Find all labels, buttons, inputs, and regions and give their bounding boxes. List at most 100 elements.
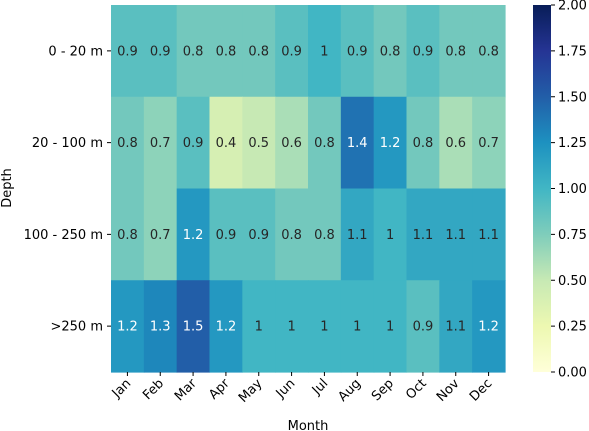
heatmap-cell bbox=[242, 188, 276, 281]
heatmap-cell bbox=[176, 5, 211, 98]
cell-value-label: 1 bbox=[287, 320, 295, 335]
heatmap-cell bbox=[439, 188, 473, 281]
cell-value-label: 1 bbox=[255, 320, 263, 335]
heatmap-cell bbox=[275, 188, 309, 281]
x-tick-label: Sep bbox=[369, 376, 397, 404]
heatmap-cell bbox=[308, 96, 342, 190]
heatmap-cell bbox=[242, 5, 276, 98]
heatmap-cell bbox=[242, 96, 276, 190]
heatmap-cell bbox=[275, 5, 309, 98]
cell-value-label: 0.8 bbox=[117, 136, 138, 151]
x-tick-label: Oct bbox=[403, 376, 430, 403]
heatmap-cell bbox=[340, 96, 375, 190]
x-tick-label: Jun bbox=[273, 376, 299, 402]
heatmap-cell bbox=[373, 188, 408, 281]
cell-value-label: 0.8 bbox=[281, 228, 302, 243]
x-tick-label: Nov bbox=[434, 376, 463, 405]
heatmap-cell bbox=[176, 188, 211, 281]
heatmap-cell bbox=[472, 280, 506, 373]
heatmap-cell bbox=[406, 5, 440, 98]
cell-value-label: 0.9 bbox=[347, 44, 368, 59]
heatmap-cell bbox=[242, 280, 276, 373]
x-tick-label: Aug bbox=[336, 376, 365, 405]
cell-value-label: 0.8 bbox=[478, 44, 499, 59]
colorbar-tick-label: 1.50 bbox=[558, 90, 587, 105]
x-axis-label: Month bbox=[288, 419, 329, 431]
heatmap-cell bbox=[472, 188, 506, 281]
cell-value-label: 1.1 bbox=[445, 228, 466, 243]
heatmap-cell bbox=[176, 96, 211, 190]
cell-value-label: 0.8 bbox=[117, 228, 138, 243]
cell-value-label: 1.2 bbox=[117, 320, 138, 335]
cell-value-label: 0.8 bbox=[216, 44, 237, 59]
x-tick-label: Mar bbox=[172, 376, 200, 404]
heatmap-cell bbox=[308, 188, 342, 281]
heatmap-cell bbox=[308, 280, 342, 373]
cell-value-label: 0.8 bbox=[380, 44, 401, 59]
y-tick-label: >250 m bbox=[50, 320, 103, 335]
y-tick-label: 0 - 20 m bbox=[48, 44, 103, 59]
x-tick-label: Jul bbox=[309, 376, 331, 398]
cell-value-label: 1.1 bbox=[478, 228, 499, 243]
heatmap-cell bbox=[439, 280, 473, 373]
heatmap-cell bbox=[209, 96, 243, 190]
heatmap-cell bbox=[308, 5, 342, 98]
cell-value-label: 1.5 bbox=[183, 320, 204, 335]
y-tick-label: 100 - 250 m bbox=[24, 228, 103, 243]
heatmap-cell bbox=[406, 96, 440, 190]
cell-value-label: 1 bbox=[320, 44, 328, 59]
heatmap-cell bbox=[472, 96, 506, 190]
cell-value-label: 1.2 bbox=[380, 136, 401, 151]
x-axis: Jan Feb Mar Apr May Jun Jul Aug Sep Oct Nov Dec bbox=[109, 372, 495, 406]
cell-value-label: 0.9 bbox=[183, 136, 204, 151]
heatmap-cell bbox=[209, 280, 243, 373]
heatmap-cell bbox=[275, 280, 309, 373]
colorbar-tick-label: 0.50 bbox=[558, 274, 587, 289]
cell-value-label: 0.9 bbox=[413, 320, 434, 335]
heatmap-cell bbox=[406, 280, 440, 373]
colorbar-tick-label: 1.00 bbox=[558, 182, 587, 197]
cell-value-label: 0.8 bbox=[183, 44, 204, 59]
heatmap-cell bbox=[143, 280, 178, 373]
cell-value-label: 0.5 bbox=[248, 136, 269, 151]
heatmap-cells bbox=[111, 5, 506, 373]
colorbar-tick-label: 0.00 bbox=[558, 366, 587, 381]
x-tick-label: May bbox=[236, 376, 266, 406]
cell-value-label: 0.6 bbox=[445, 136, 466, 151]
cell-value-label: 0.8 bbox=[314, 228, 335, 243]
cell-value-label: 1.2 bbox=[216, 320, 237, 335]
colorbar-tick-label: 0.25 bbox=[558, 320, 587, 335]
cell-value-label: 0.9 bbox=[281, 44, 302, 59]
cell-value-label: 0.8 bbox=[248, 44, 269, 59]
heatmap-cell bbox=[143, 96, 178, 190]
cell-value-label: 0.4 bbox=[216, 136, 237, 151]
cell-value-label: 0.8 bbox=[314, 136, 335, 151]
colorbar-gradient bbox=[533, 5, 551, 372]
heatmap-cell bbox=[111, 188, 145, 281]
cell-value-label: 0.8 bbox=[413, 136, 434, 151]
y-axis-label: Depth bbox=[0, 168, 15, 208]
cell-value-label: 0.9 bbox=[248, 228, 269, 243]
heatmap-cell bbox=[439, 96, 473, 190]
heatmap-cell bbox=[472, 5, 506, 98]
colorbar-tick-label: 1.25 bbox=[558, 136, 587, 151]
cell-value-label: 0.9 bbox=[150, 44, 171, 59]
cell-value-label: 1.3 bbox=[150, 320, 171, 335]
x-tick-label: Feb bbox=[140, 376, 167, 403]
heatmap-cell bbox=[373, 5, 408, 98]
cell-value-label: 0.7 bbox=[478, 136, 499, 151]
colorbar: 0.00 0.25 0.50 0.75 1.00 1.25 1.50 1.75 2.00 bbox=[533, 0, 587, 381]
cell-value-label: 1 bbox=[320, 320, 328, 335]
heatmap-cell bbox=[439, 5, 473, 98]
cell-value-label: 1 bbox=[353, 320, 361, 335]
cell-value-label: 0.9 bbox=[413, 44, 434, 59]
cell-value-label: 0.8 bbox=[445, 44, 466, 59]
x-tick-label: Jan bbox=[109, 376, 134, 401]
heatmap-cell bbox=[176, 280, 211, 373]
cell-value-label: 1 bbox=[386, 228, 394, 243]
heatmap-cell bbox=[406, 188, 440, 281]
heatmap-cell-labels: 0.9 0.9 0.8 0.8 0.8 0.9 1 0.9 0.8 0.9 0.8 0.8 0.8 0.7… bbox=[117, 44, 499, 334]
heatmap-cell bbox=[143, 188, 178, 281]
cell-value-label: 1 bbox=[386, 320, 394, 335]
